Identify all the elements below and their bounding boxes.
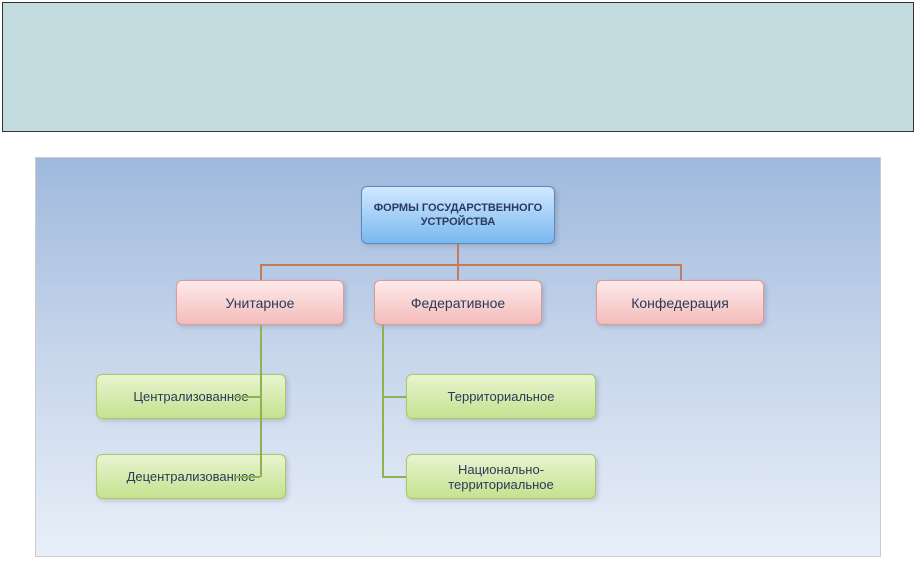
top-banner: [2, 2, 914, 132]
connector: [382, 476, 406, 478]
connector: [680, 264, 682, 280]
node-federal: Федеративное: [374, 280, 542, 325]
connector: [234, 396, 260, 398]
node-confederation: Конфедерация: [596, 280, 764, 325]
connector: [382, 396, 406, 398]
connector: [234, 476, 260, 478]
diagram-canvas: ФОРМЫ ГОСУДАРСТВЕННОГО УСТРОЙСТВА Унитар…: [35, 157, 881, 557]
node-territorial: Территориальное: [406, 374, 596, 419]
node-unitary: Унитарное: [176, 280, 344, 325]
diagram-container: ФОРМЫ ГОСУДАРСТВЕННОГО УСТРОЙСТВА Унитар…: [0, 132, 916, 557]
root-node: ФОРМЫ ГОСУДАРСТВЕННОГО УСТРОЙСТВА: [361, 186, 555, 244]
connector: [457, 244, 459, 280]
connector: [260, 264, 680, 266]
node-national-territorial: Национально-территориальное: [406, 454, 596, 499]
connector: [260, 325, 262, 477]
connector: [382, 325, 384, 477]
connector: [260, 264, 262, 280]
